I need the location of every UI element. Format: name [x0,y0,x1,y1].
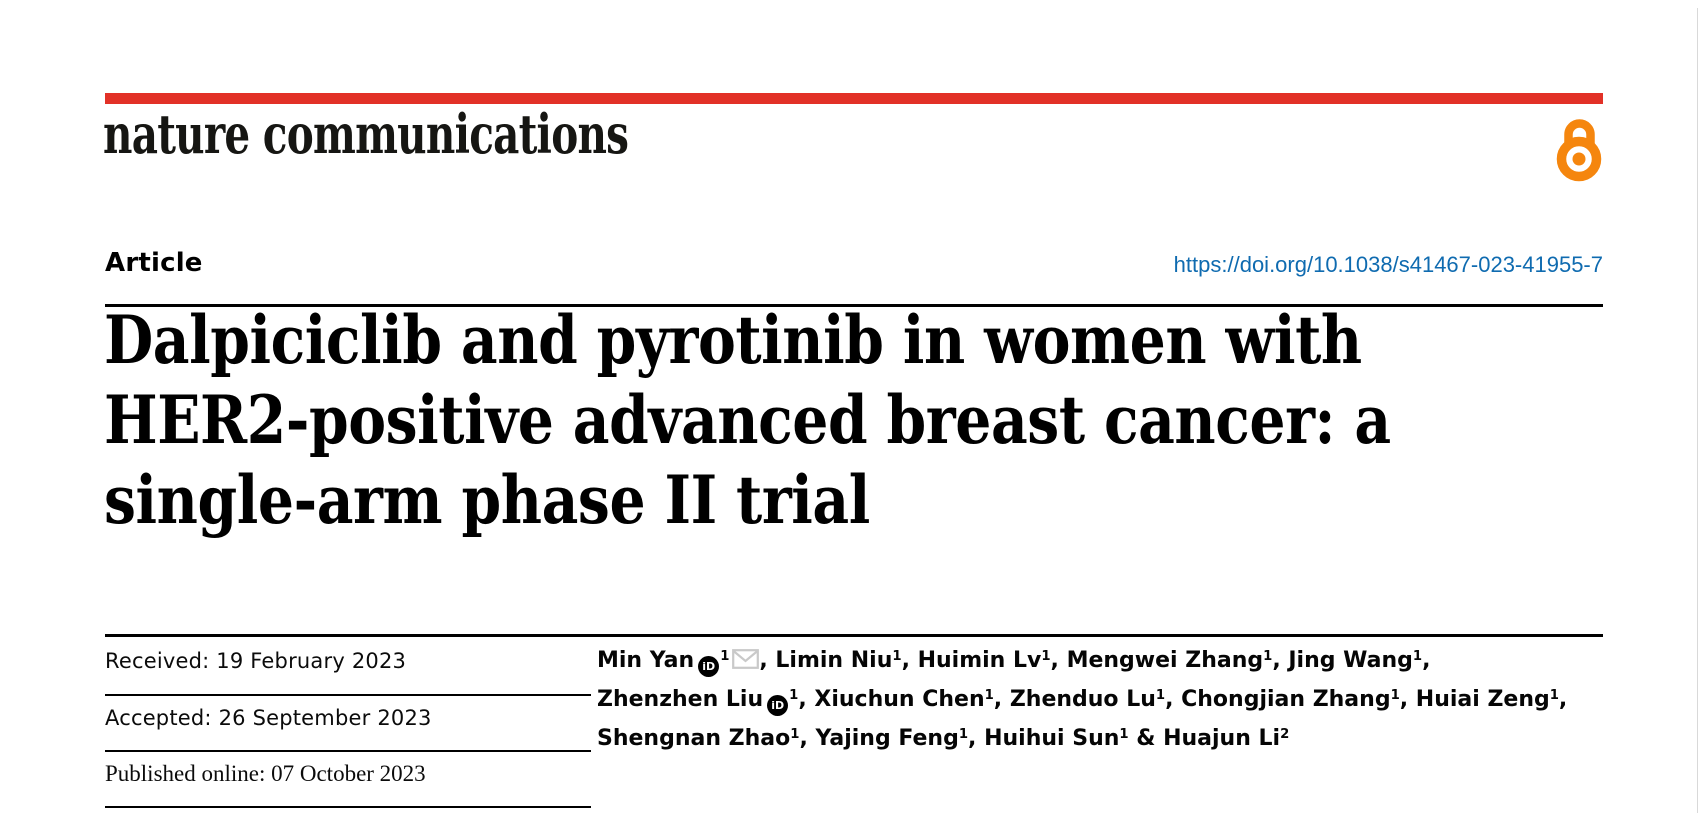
author-separator: , [1399,687,1416,712]
doi-link[interactable]: https://doi.org/10.1038/s41467-023-41955… [1173,252,1603,277]
author-name: Limin Niu [775,648,893,673]
author-name: Shengnan Zhao [597,726,791,751]
author-separator: , [1050,648,1067,673]
author-line: Zhenzhen Liu iD1, Xiuchun Chen1, Zhenduo … [597,680,1607,719]
author-separator: , [968,726,985,751]
history-divider [105,806,591,808]
author-name: Huajun Li [1163,726,1281,751]
author-separator: , [799,726,816,751]
author-name: Jing Wang [1288,648,1413,673]
open-access-icon [1556,119,1602,182]
orcid-icon[interactable]: iD [698,656,720,677]
affiliation-superscript: 1 [1390,687,1400,703]
article-type-label: Article [105,248,203,278]
masthead-rule [105,93,1603,104]
author-separator: , [759,648,776,673]
author-name: Huimin Lv [917,648,1042,673]
affiliation-superscript: 1 [789,687,799,703]
affiliation-superscript: 1 [790,726,800,742]
affiliation-superscript: 1 [1549,687,1559,703]
affiliation-superscript: 1 [984,687,994,703]
author-separator: & [1128,726,1164,751]
author-line: Shengnan Zhao1, Yajing Feng1, Huihui Sun… [597,719,1607,758]
article-title-line-1: Dalpiciclib and pyrotinib in women with [104,301,1362,379]
author-name: Huihui Sun [984,726,1120,751]
affiliation-superscript: 1 [720,648,730,664]
affiliation-superscript: 1 [1041,648,1051,664]
published-date: Published online: 07 October 2023 [105,761,426,786]
article-title-line-2: HER2-positive advanced breast cancer: a [104,381,1391,459]
author-list: Min Yan iD1, Limin Niu1, Huimin Lv1, Meng… [597,641,1607,758]
author-name: Huiai Zeng [1415,687,1550,712]
author-name: Zhenduo Lu [1009,687,1156,712]
author-name: Chongjian Zhang [1181,687,1391,712]
affiliation-superscript: 1 [958,726,969,742]
email-icon[interactable] [732,643,760,669]
author-name: Mengwei Zhang [1066,648,1264,673]
author-separator: , [1558,687,1568,712]
received-date: Received: 19 February 2023 [105,649,407,673]
affiliation-superscript: 1 [1263,648,1273,664]
history-divider [105,694,591,696]
author-name: Zhenzhen Liu [597,687,764,712]
author-separator: , [798,687,815,712]
affiliation-superscript: 1 [1155,687,1166,703]
author-name: Min Yan [597,648,695,673]
orcid-icon[interactable]: iD [767,695,789,716]
journal-logo: nature communications [103,102,629,166]
content-divider-rule [105,634,1603,637]
affiliation-superscript: 1 [1412,648,1423,664]
author-separator: , [901,648,918,673]
author-separator: , [1165,687,1182,712]
article-title-line-3: single-arm phase II trial [104,461,870,539]
accepted-date: Accepted: 26 September 2023 [105,706,432,730]
author-separator: , [1422,648,1431,673]
article-title: Dalpiciclib and pyrotinib in women with … [104,300,1664,540]
header-rule [105,304,1603,307]
author-line: Min Yan iD1, Limin Niu1, Huimin Lv1, Meng… [597,641,1607,680]
author-separator: , [1272,648,1289,673]
affiliation-superscript: 2 [1280,726,1290,742]
author-separator: , [993,687,1010,712]
affiliation-superscript: 1 [892,648,902,664]
affiliation-superscript: 1 [1119,726,1129,742]
author-name: Yajing Feng [815,726,959,751]
history-divider [105,750,591,752]
author-name: Xiuchun Chen [814,687,985,712]
page-edge-line [1697,8,1698,813]
